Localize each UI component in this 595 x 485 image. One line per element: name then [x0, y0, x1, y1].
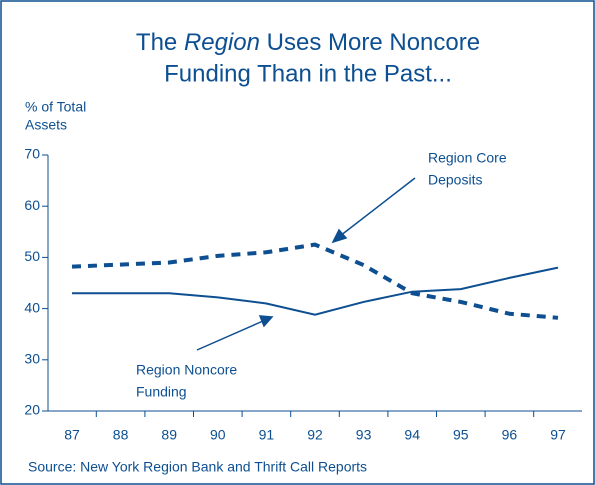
y-tick-label: 30 [24, 351, 40, 367]
y-axis-label: Assets [25, 117, 67, 133]
series-label: Region Core [428, 150, 507, 166]
arrow [196, 320, 264, 351]
series-line [71, 242, 559, 320]
arrowhead [331, 228, 348, 244]
arrow [339, 177, 416, 237]
series-label: Funding [136, 384, 187, 400]
y-axis-label: % of Total [25, 99, 86, 115]
y-tick-label: 60 [24, 197, 40, 213]
title-part: The [136, 29, 177, 56]
x-tick-label: 97 [550, 427, 566, 443]
x-tick-label: 87 [64, 427, 80, 443]
y-tick-label: 50 [24, 248, 40, 264]
x-tick-label: 92 [307, 427, 323, 443]
y-tick-label: 40 [24, 299, 40, 315]
y-tick-label: 70 [24, 146, 40, 162]
arrowhead [258, 315, 274, 328]
chart-title: The Region Uses More Noncore [136, 29, 480, 56]
x-tick-label: 94 [404, 427, 420, 443]
series-line [72, 266, 559, 316]
title-part: Uses More Noncore [267, 29, 480, 56]
series-label: Deposits [428, 172, 482, 188]
x-tick-label: 88 [113, 427, 129, 443]
x-tick-label: 93 [356, 427, 372, 443]
x-tick-label: 91 [259, 427, 275, 443]
x-tick-label: 95 [453, 427, 469, 443]
source: Source: New York Region Bank and Thrift … [28, 459, 367, 475]
x-tick-label: 96 [502, 427, 518, 443]
title-part: Region [184, 29, 260, 56]
x-tick-label: 89 [161, 427, 177, 443]
chart-title: Funding Than in the Past... [164, 60, 452, 87]
arrows [196, 177, 416, 351]
x-tick-label: 90 [210, 427, 226, 443]
series-label: Region Noncore [136, 362, 237, 378]
y-tick-label: 20 [24, 402, 40, 418]
